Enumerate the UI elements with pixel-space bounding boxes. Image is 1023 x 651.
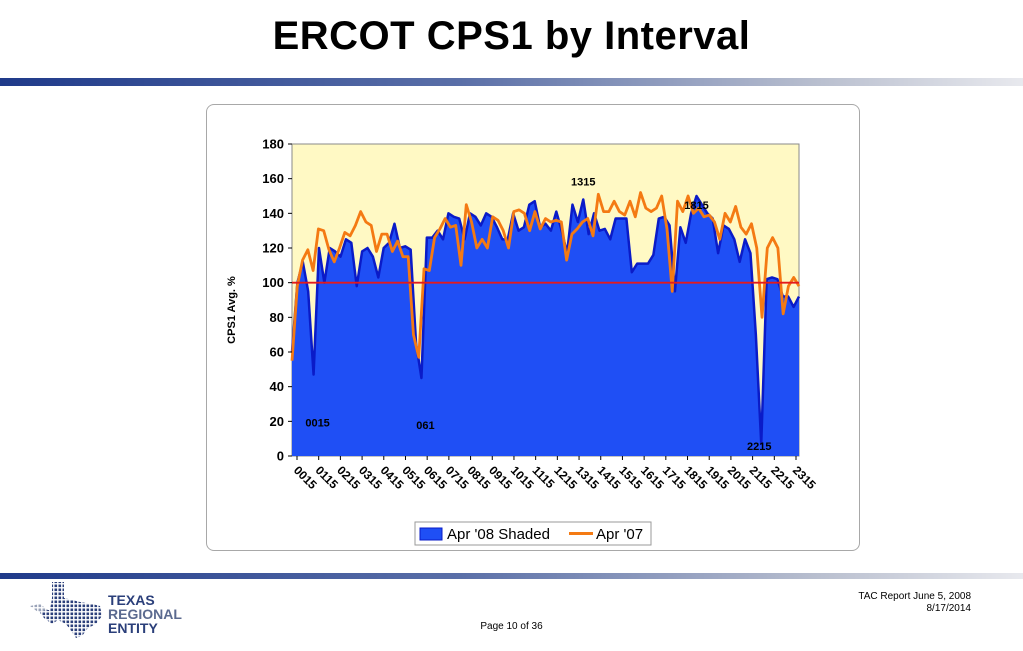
chart-legend: Apr '08 Shaded Apr '07 — [414, 521, 652, 546]
y-axis: 0 20 40 60 80 100 120 140 160 180 — [262, 137, 292, 464]
texas-regional-entity-logo: TEXAS REGIONAL ENTITY — [30, 580, 215, 640]
y-tick-label: 180 — [262, 137, 284, 152]
footer-meta: TAC Report June 5, 2008 8/17/2014 — [858, 591, 971, 615]
y-axis-label: CPS1 Avg. % — [226, 276, 238, 344]
x-tick-label: 0515 — [399, 463, 428, 492]
x-tick-label: 0115 — [313, 463, 342, 492]
header-divider-band — [0, 78, 1023, 86]
chart-frame: 0015 061 1315 1815 2215 0 20 40 60 80 100 120 140 16… — [206, 104, 860, 551]
series-apr-08-area — [290, 194, 801, 456]
annotation-0015: 0015 — [305, 418, 329, 430]
logo-text-line-1: TEXAS — [108, 592, 155, 608]
x-tick-label: 0015 — [291, 463, 320, 492]
footer-report: TAC Report June 5, 2008 — [858, 591, 971, 602]
slide-title: ERCOT CPS1 by Interval — [272, 14, 751, 58]
logo-text-line-2: REGIONAL — [108, 606, 182, 622]
x-tick-label: 1415 — [595, 463, 624, 492]
x-tick-label: 0315 — [356, 463, 385, 492]
x-tick-label: 1915 — [703, 463, 732, 492]
x-axis: 0015011502150315041505150615071508150915… — [291, 456, 819, 492]
annotation-1315: 1315 — [571, 176, 595, 188]
x-tick-label: 0215 — [334, 463, 363, 492]
x-tick-label: 1715 — [660, 463, 689, 492]
x-tick-label: 0715 — [443, 463, 472, 492]
x-tick-label: 0915 — [486, 463, 515, 492]
x-tick-label: 0415 — [378, 463, 407, 492]
y-tick-label: 140 — [262, 206, 284, 221]
footer-date: 8/17/2014 — [926, 603, 972, 614]
y-tick-label: 160 — [262, 171, 284, 186]
line-apr-07 — [290, 191, 801, 361]
y-tick-label: 80 — [270, 310, 284, 325]
x-tick-label: 2015 — [725, 463, 754, 492]
x-tick-label: 2115 — [746, 463, 775, 492]
x-tick-label: 1615 — [638, 463, 667, 492]
page-number: Page 10 of 36 — [480, 621, 543, 632]
annotation-1815: 1815 — [684, 200, 708, 212]
x-tick-label: 1315 — [573, 463, 602, 492]
y-tick-label: 60 — [270, 345, 284, 360]
annotation-061: 061 — [416, 420, 434, 432]
legend-label-apr-08: Apr '08 Shaded — [447, 526, 550, 543]
x-tick-label: 0615 — [421, 463, 450, 492]
texas-map-icon — [30, 582, 102, 638]
annotation-2215: 2215 — [747, 441, 771, 453]
x-tick-label: 1115 — [530, 463, 558, 491]
legend-label-apr-07: Apr '07 — [596, 526, 643, 543]
data-annotations: 0015 061 1315 1815 2215 — [305, 176, 771, 452]
y-tick-label: 100 — [262, 275, 284, 290]
area-edge-apr-08 — [290, 194, 801, 446]
x-tick-label: 2215 — [768, 463, 797, 492]
x-tick-label: 1015 — [508, 463, 537, 492]
y-tick-label: 0 — [277, 449, 284, 464]
y-tick-label: 40 — [270, 379, 284, 394]
legend-box — [414, 521, 652, 546]
y-tick-label: 20 — [270, 414, 284, 429]
series-apr-07-line — [290, 191, 801, 361]
footer-divider-band — [0, 573, 1023, 579]
x-tick-label: 1215 — [551, 463, 580, 492]
x-tick-label: 1515 — [616, 463, 645, 492]
cps1-interval-chart: 0015 061 1315 1815 2215 0 20 40 60 80 100 120 140 16… — [226, 137, 819, 546]
x-tick-label: 0815 — [464, 463, 493, 492]
y-tick-label: 120 — [262, 241, 284, 256]
legend-swatch-apr-08 — [419, 527, 443, 541]
x-tick-label: 2315 — [790, 463, 819, 492]
logo-text-line-3: ENTITY — [108, 620, 158, 636]
x-tick-label: 1815 — [681, 463, 710, 492]
